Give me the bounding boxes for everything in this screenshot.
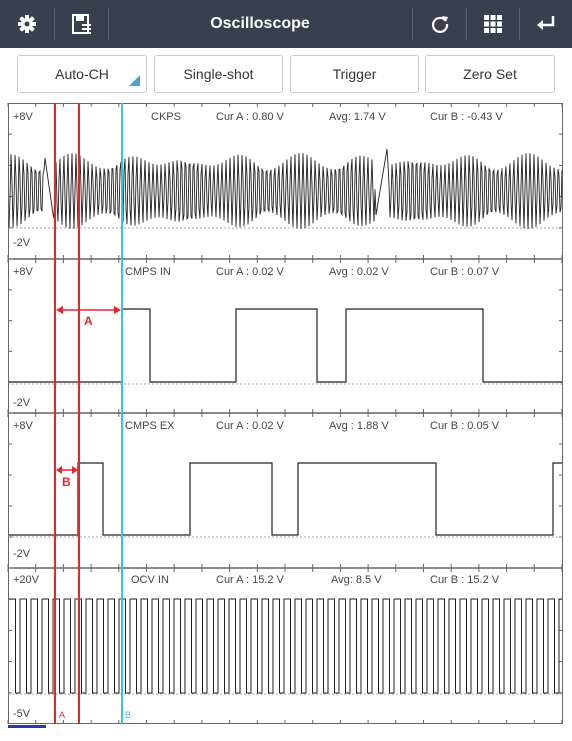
interval-b-label: B	[62, 475, 71, 489]
average-value: Avg: 1.74 V	[329, 111, 386, 123]
refresh-button[interactable]	[413, 0, 466, 48]
cursor-a-value: Cur A : 0.80 V	[216, 111, 285, 123]
app-title: Oscilloscope	[210, 15, 310, 32]
back-button[interactable]	[520, 0, 572, 48]
channel-name: CKPS	[151, 111, 181, 123]
cursor-a-value: Cur A : 0.02 V	[216, 266, 285, 278]
cmps-ex-waveform	[9, 462, 562, 536]
refresh-icon	[431, 16, 448, 33]
ocv-in-waveform	[9, 598, 562, 694]
cursor-b-marker: B	[125, 710, 131, 720]
axis-ticks	[7, 102, 563, 724]
cursor-a-value: Cur A : 0.02 V	[216, 420, 285, 432]
save-button[interactable]	[55, 0, 108, 48]
dropdown-corner-icon	[129, 75, 140, 86]
cursor-b-value: Cur B : 15.2 V	[430, 574, 500, 586]
back-icon	[537, 16, 555, 30]
trigger-label: Trigger	[332, 66, 377, 82]
auto-ch-button[interactable]: Auto-CH	[17, 55, 147, 93]
zero-set-label: Zero Set	[463, 66, 517, 82]
auto-ch-label: Auto-CH	[55, 66, 109, 82]
bottom-voltage-label: -2V	[13, 397, 31, 409]
zero-set-button[interactable]: Zero Set	[425, 55, 555, 93]
settings-button[interactable]	[0, 0, 54, 48]
cursor-a-marker: A	[59, 710, 65, 720]
top-voltage-label: +8V	[13, 111, 34, 123]
channel-name: OCV IN	[131, 574, 169, 586]
cursor-a-value: Cur A : 15.2 V	[216, 574, 285, 586]
average-value: Avg : 0.02 V	[329, 266, 389, 278]
panel-cmps-ex: +8V CMPS EX Cur A : 0.02 V Avg : 1.88 V …	[13, 420, 500, 560]
bottom-voltage-label: -2V	[13, 237, 31, 249]
bottom-voltage-label: -5V	[13, 708, 31, 720]
single-shot-button[interactable]: Single-shot	[154, 55, 283, 93]
control-button-row: Auto-CH Single-shot Trigger Zero Set	[0, 48, 572, 103]
scope-display[interactable]: +8V CKPS Cur A : 0.80 V Avg: 1.74 V Cur …	[0, 102, 572, 736]
cursor-b-value: Cur B : 0.05 V	[430, 420, 500, 432]
top-voltage-label: +8V	[13, 266, 34, 278]
panel-ocv-in: +20V OCV IN Cur A : 15.2 V Avg: 8.5 V Cu…	[13, 574, 500, 720]
ckps-waveform	[8, 148, 563, 230]
cmps-in-waveform	[9, 308, 562, 383]
interval-a-label: A	[84, 314, 93, 328]
gear-icon	[18, 15, 36, 33]
cursor-b-value: Cur B : 0.07 V	[430, 266, 500, 278]
single-shot-label: Single-shot	[183, 66, 254, 82]
scrollbar[interactable]	[8, 725, 46, 728]
cursor-b-value: Cur B : -0.43 V	[430, 111, 503, 123]
save-icon	[71, 14, 91, 34]
top-voltage-label: +20V	[13, 574, 40, 586]
interval-a-arrow: A	[56, 306, 121, 328]
channel-name: CMPS EX	[125, 420, 175, 432]
channel-name: CMPS IN	[125, 266, 171, 278]
average-value: Avg : 1.88 V	[329, 420, 389, 432]
top-voltage-label: +8V	[13, 420, 34, 432]
interval-b-arrow: B	[56, 466, 78, 489]
grid-button[interactable]	[467, 0, 519, 48]
panel-ckps: +8V CKPS Cur A : 0.80 V Avg: 1.74 V Cur …	[13, 111, 503, 249]
trigger-button[interactable]: Trigger	[290, 55, 419, 93]
average-value: Avg: 8.5 V	[331, 574, 382, 586]
bottom-voltage-label: -2V	[13, 548, 31, 560]
panel-cmps-in: +8V CMPS IN Cur A : 0.02 V Avg : 0.02 V …	[13, 266, 500, 409]
grid-icon	[484, 15, 502, 33]
top-toolbar: Oscilloscope	[0, 0, 572, 48]
